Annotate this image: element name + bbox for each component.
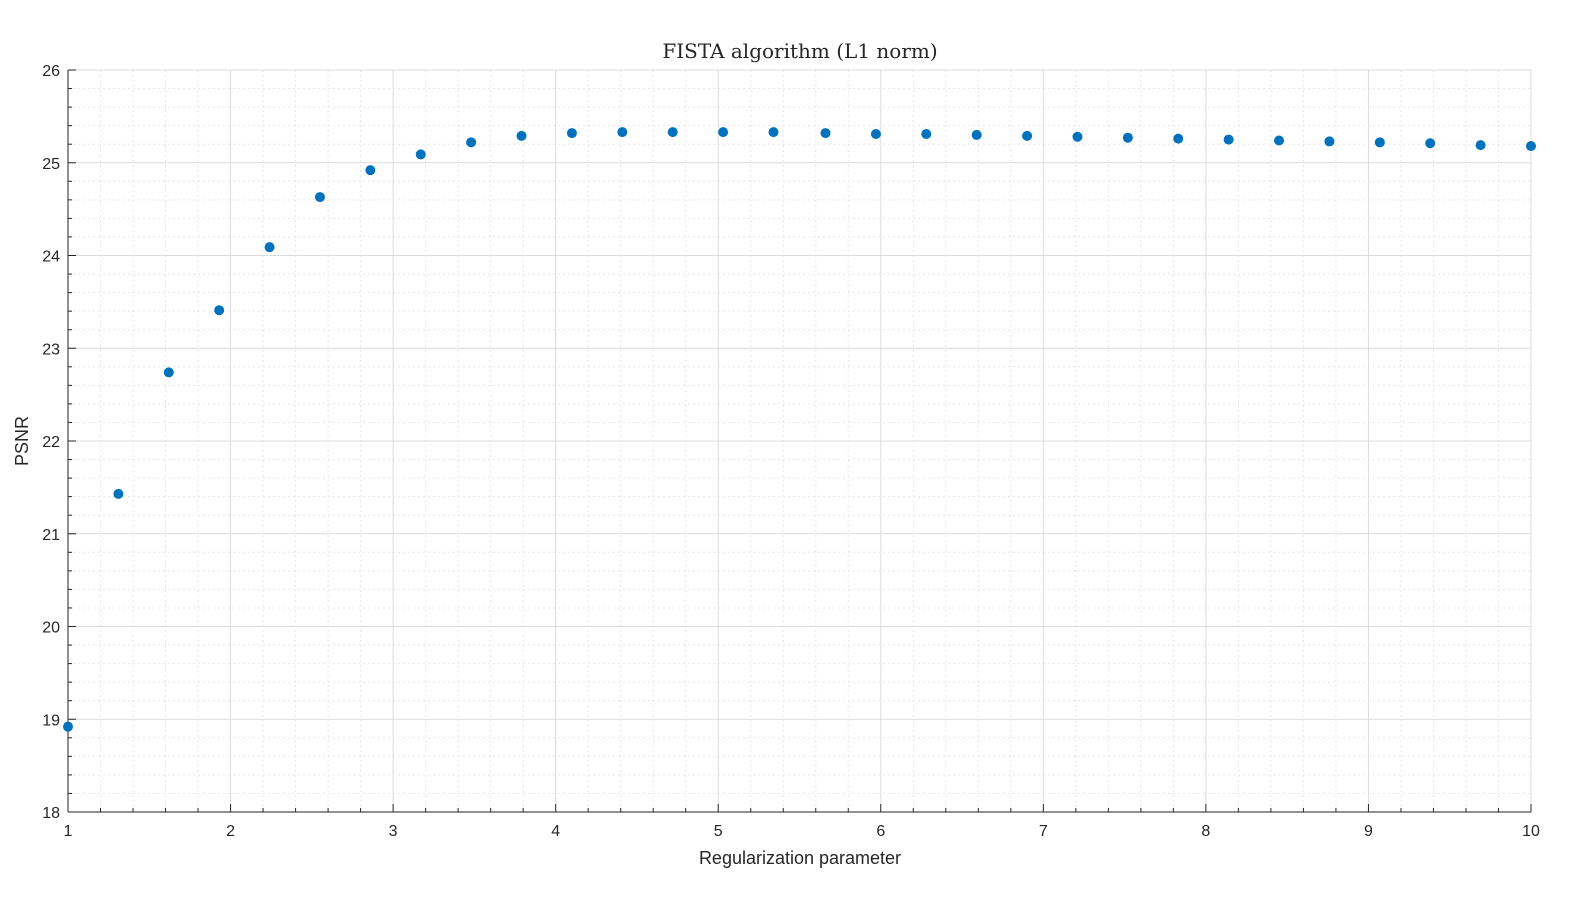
data-point: [1173, 133, 1184, 144]
data-point: [1324, 136, 1335, 147]
x-tick-label: 5: [714, 823, 723, 840]
data-point: [971, 129, 982, 140]
y-tick-labels: 18 19 20 21 22 23 24 25 26: [42, 63, 60, 822]
data-point: [1526, 141, 1536, 152]
data-point: [566, 128, 577, 139]
x-tick-labels: 1 2 3 4 5 6 7 8 9 10: [64, 823, 1540, 840]
data-point: [466, 137, 477, 148]
data-point: [870, 128, 881, 139]
data-point: [214, 305, 225, 316]
x-tick-label: 3: [389, 823, 398, 840]
x-tick-label: 8: [1201, 823, 1210, 840]
chart-title: FISTA algorithm (L1 norm): [662, 39, 937, 63]
y-tick-label: 22: [42, 434, 60, 451]
data-point: [921, 128, 932, 139]
x-tick-label: 4: [551, 823, 560, 840]
data-point: [264, 242, 275, 253]
data-point: [820, 128, 831, 139]
y-tick-label: 21: [42, 527, 60, 544]
y-tick-label: 20: [42, 620, 60, 637]
y-tick-label: 19: [42, 712, 60, 729]
y-tick-label: 18: [42, 805, 60, 822]
data-point: [63, 721, 73, 732]
data-point: [617, 127, 628, 138]
x-axis-label: Regularization parameter: [699, 848, 901, 868]
y-tick-label: 25: [42, 156, 60, 173]
data-point: [1425, 138, 1436, 149]
y-tick-label: 24: [42, 249, 60, 266]
data-point: [718, 127, 729, 138]
y-tick-label: 23: [42, 341, 60, 358]
y-axis-label: PSNR: [12, 416, 32, 466]
data-point: [1374, 137, 1385, 148]
data-point: [1274, 135, 1285, 146]
data-point: [314, 192, 325, 203]
x-tick-label: 10: [1522, 823, 1540, 840]
x-tick-label: 6: [876, 823, 885, 840]
data-point: [1122, 132, 1133, 143]
data-point: [163, 367, 174, 378]
x-tick-label: 9: [1364, 823, 1373, 840]
data-point: [113, 488, 124, 499]
data-point: [516, 130, 527, 141]
axes: [67, 69, 1532, 813]
y-tick-label: 26: [42, 63, 60, 80]
data-point: [1475, 140, 1486, 151]
x-tick-label: 7: [1039, 823, 1048, 840]
x-tick-label: 2: [226, 823, 235, 840]
data-point: [1072, 131, 1083, 142]
x-tick-label: 1: [64, 823, 73, 840]
data-point: [1022, 130, 1033, 141]
data-point: [365, 165, 376, 176]
data-points: [63, 127, 1536, 732]
data-point: [415, 149, 426, 160]
data-point: [1223, 134, 1234, 145]
data-point: [667, 127, 678, 138]
data-point: [768, 127, 779, 138]
